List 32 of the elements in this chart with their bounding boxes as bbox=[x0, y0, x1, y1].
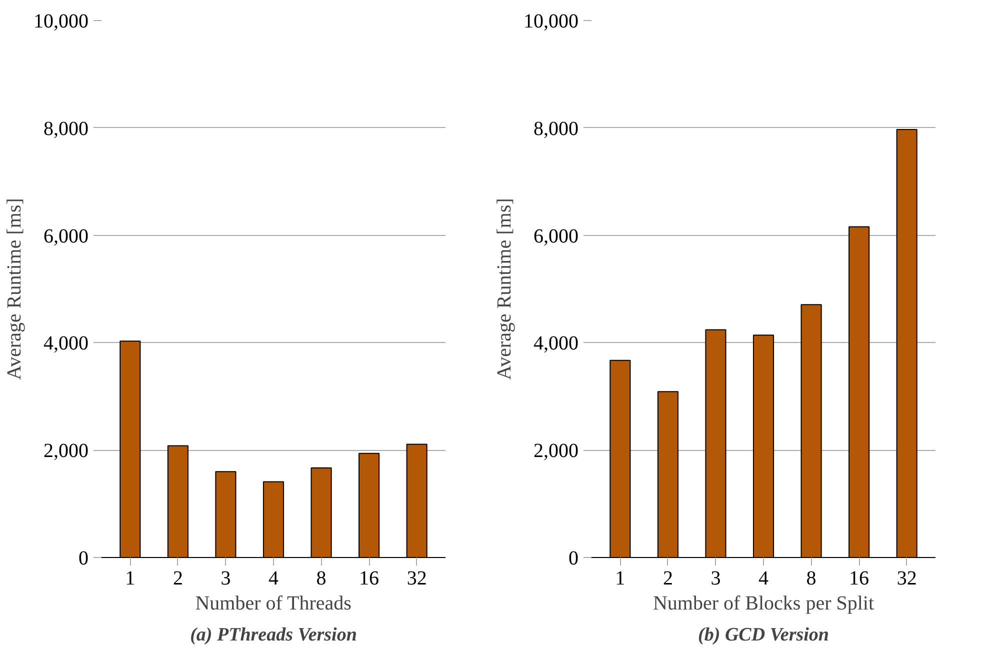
x-tick-label: 1 bbox=[125, 568, 136, 590]
x-tick-label: 4 bbox=[758, 568, 768, 590]
y-tick-label: 2,000 bbox=[44, 440, 88, 462]
y-axis-title: Average Runtime [ms] bbox=[4, 198, 26, 380]
x-tick-label: 1 bbox=[615, 568, 626, 590]
text: (a) PThreads Version bbox=[190, 624, 357, 646]
x-tick-label: 8 bbox=[316, 568, 326, 590]
y-tick-label: 2,000 bbox=[534, 440, 578, 462]
text: (b) GCD Version bbox=[698, 624, 829, 646]
x-tick-label: 2 bbox=[172, 568, 183, 590]
x-tick-label: 16 bbox=[359, 568, 380, 590]
x-tick-label: 3 bbox=[710, 568, 721, 590]
x-tick-label: 8 bbox=[806, 568, 816, 590]
y-tick-label: 8,000 bbox=[44, 118, 88, 140]
y-tick-label: 10,000 bbox=[34, 10, 88, 32]
x-axis-title: Number of Blocks per Split bbox=[652, 592, 874, 614]
x-tick-label: 3 bbox=[220, 568, 231, 590]
x-tick-label: 2 bbox=[662, 568, 673, 590]
y-tick-label: 6,000 bbox=[534, 225, 578, 248]
y-axis-title: Average Runtime [ms] bbox=[494, 198, 516, 380]
y-tick-label: 6,000 bbox=[44, 225, 88, 248]
y-tick-label: 4,000 bbox=[534, 332, 578, 355]
y-tick-label: 10,000 bbox=[524, 10, 578, 32]
x-tick-label: 4 bbox=[268, 568, 278, 590]
y-tick-label: 0 bbox=[568, 548, 578, 570]
y-tick-label: 8,000 bbox=[534, 118, 578, 140]
y-tick-label: 0 bbox=[78, 548, 88, 570]
y-tick-label: 4,000 bbox=[44, 332, 88, 355]
x-axis-title: Number of Threads bbox=[195, 592, 352, 614]
x-tick-label: 32 bbox=[406, 568, 427, 590]
x-tick-label: 32 bbox=[896, 568, 917, 590]
x-tick-label: 16 bbox=[849, 568, 870, 590]
